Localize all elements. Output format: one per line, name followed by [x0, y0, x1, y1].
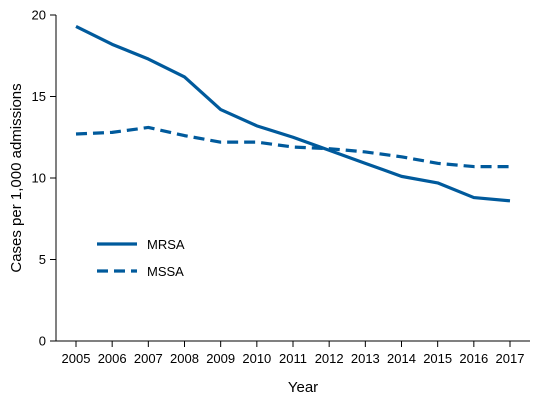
data-point-mssa [328, 147, 331, 150]
series-line-mssa [75, 125, 510, 169]
data-point-mrsa [75, 25, 78, 28]
data-point-mrsa [255, 124, 258, 127]
y-tick-label: 15 [32, 89, 46, 104]
data-point-mssa [400, 155, 403, 158]
data-point-mssa [292, 146, 295, 149]
x-tick-label: 2014 [387, 351, 416, 366]
data-point-mssa [509, 165, 512, 168]
data-point-mrsa [509, 199, 512, 202]
series-line-mrsa [75, 24, 511, 203]
data-point-mrsa [219, 108, 222, 111]
legend-label-mrsa: MRSA [147, 237, 185, 252]
data-point-mrsa [292, 136, 295, 139]
x-tick-label: 2008 [170, 351, 199, 366]
data-point-mrsa [364, 162, 367, 165]
x-tick-label: 2017 [496, 351, 525, 366]
y-axis-title: Cases per 1,000 admissions [8, 83, 25, 272]
x-tick-label: 2009 [206, 351, 235, 366]
x-tick-label: 2010 [242, 351, 271, 366]
data-point-mrsa [183, 75, 186, 78]
x-axis-title: Year [288, 379, 318, 396]
data-point-mrsa [111, 43, 114, 46]
x-axis-ticks: 2005 2006 2007 2008 2009 2010 2011 2012 2013 2014… [62, 341, 525, 366]
y-tick-label: 20 [32, 8, 46, 23]
data-point-mssa [111, 131, 114, 134]
legend-label-mssa: MSSA [147, 264, 184, 279]
legend: MRSA MSSA [97, 237, 185, 279]
x-tick-label: 2012 [315, 351, 344, 366]
x-tick-label: 2007 [134, 351, 163, 366]
data-point-mssa [219, 141, 222, 144]
data-point-mrsa [436, 181, 439, 184]
data-point-mssa [75, 132, 78, 135]
x-tick-label: 2016 [459, 351, 488, 366]
data-point-mssa [147, 126, 150, 129]
data-point-mrsa [147, 58, 150, 61]
y-axis-ticks: 0 5 10 15 20 [32, 8, 56, 349]
y-tick-label: 0 [39, 334, 46, 349]
x-tick-label: 2005 [62, 351, 91, 366]
data-point-mssa [436, 162, 439, 165]
data-point-mssa [472, 165, 475, 168]
data-point-mssa [255, 141, 258, 144]
x-tick-label: 2015 [423, 351, 452, 366]
series-lines [75, 24, 512, 203]
x-tick-label: 2006 [98, 351, 127, 366]
y-tick-label: 10 [32, 171, 46, 186]
data-point-mssa [183, 134, 186, 137]
data-point-mssa [364, 150, 367, 153]
y-tick-label: 5 [39, 252, 46, 267]
data-point-mrsa [472, 196, 475, 199]
x-tick-label: 2011 [279, 351, 307, 366]
x-tick-label: 2013 [351, 351, 380, 366]
data-point-mrsa [400, 175, 403, 178]
